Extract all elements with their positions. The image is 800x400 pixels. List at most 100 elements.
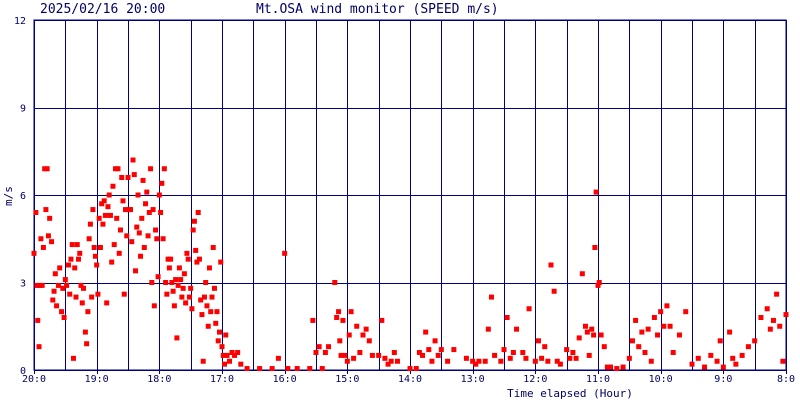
data-point: [435, 352, 441, 358]
data-point: [445, 358, 451, 364]
data-point: [44, 166, 50, 172]
data-point: [482, 358, 488, 364]
data-point: [586, 352, 592, 358]
data-point: [376, 352, 382, 358]
x-tick-label: 20:0: [22, 374, 46, 385]
data-point: [77, 250, 83, 256]
data-point: [407, 366, 413, 372]
data-point: [423, 329, 429, 335]
data-point: [185, 256, 191, 262]
data-point: [645, 326, 651, 332]
data-point: [582, 323, 588, 329]
data-point: [714, 358, 720, 364]
data-point: [780, 358, 786, 364]
data-point: [69, 242, 75, 248]
data-point: [752, 338, 758, 344]
data-point: [158, 210, 164, 215]
data-point: [592, 245, 598, 250]
x-tick-label: 14:0: [398, 374, 422, 385]
data-point: [84, 341, 90, 347]
data-point: [363, 326, 369, 332]
data-point: [201, 294, 207, 300]
data-point: [764, 306, 770, 312]
data-point: [510, 350, 516, 355]
data-point: [604, 364, 610, 370]
data-point: [211, 285, 217, 291]
data-point: [601, 344, 607, 350]
data-point: [62, 277, 68, 283]
data-point: [144, 189, 150, 195]
data-point: [39, 282, 45, 288]
data-point: [733, 361, 739, 367]
data-point: [36, 344, 42, 350]
data-point: [68, 256, 74, 262]
data-point: [35, 317, 41, 323]
data-point: [658, 309, 664, 315]
data-point: [774, 291, 780, 297]
data-point: [114, 215, 120, 221]
data-points: [31, 157, 789, 372]
data-point: [340, 317, 346, 323]
data-point: [222, 361, 228, 367]
data-point: [420, 352, 426, 358]
x-axis-label: Time elapsed (Hour): [507, 387, 633, 400]
data-point: [169, 280, 175, 285]
data-point: [91, 245, 97, 250]
data-point: [166, 265, 172, 271]
data-point: [74, 242, 80, 248]
data-point: [334, 315, 340, 320]
data-point: [94, 262, 100, 268]
data-point: [591, 332, 597, 338]
data-point: [129, 239, 135, 245]
data-point: [104, 300, 110, 306]
data-point: [332, 280, 338, 285]
data-point: [285, 366, 291, 372]
data-point: [181, 271, 187, 277]
data-point: [180, 285, 186, 291]
data-point: [689, 361, 695, 367]
data-point: [111, 242, 117, 248]
data-point: [777, 323, 783, 329]
data-point: [188, 285, 194, 291]
data-point: [416, 350, 422, 355]
data-point: [767, 326, 773, 332]
data-point: [224, 352, 230, 358]
x-tick-label: 17:0: [210, 374, 234, 385]
data-point: [131, 172, 137, 178]
data-point: [128, 207, 134, 213]
data-point: [45, 233, 51, 239]
data-point: [758, 315, 764, 320]
data-point: [664, 303, 670, 309]
data-point: [102, 212, 108, 218]
data-point: [238, 361, 244, 367]
data-point: [60, 285, 66, 291]
data-point: [473, 361, 479, 367]
data-point: [87, 221, 93, 227]
data-point: [683, 309, 689, 315]
data-point: [156, 192, 162, 198]
y-tick-label: 6: [20, 191, 26, 202]
data-point: [89, 294, 95, 300]
data-point: [651, 315, 657, 320]
data-point: [219, 344, 225, 350]
data-point: [229, 350, 235, 355]
data-point: [620, 364, 626, 370]
data-point: [463, 355, 469, 361]
data-point: [57, 265, 63, 271]
data-point: [633, 317, 639, 323]
data-point: [294, 366, 300, 372]
data-point: [720, 364, 726, 370]
data-point: [105, 204, 111, 210]
data-point: [642, 350, 648, 355]
data-point: [564, 347, 570, 353]
data-point: [307, 366, 313, 372]
data-point: [213, 320, 219, 326]
data-point: [146, 210, 152, 215]
data-point: [120, 198, 126, 204]
data-point: [107, 212, 113, 218]
data-point: [85, 309, 91, 315]
data-point: [175, 282, 181, 288]
data-point: [573, 355, 579, 361]
data-point: [195, 210, 201, 215]
data-point: [199, 312, 205, 318]
